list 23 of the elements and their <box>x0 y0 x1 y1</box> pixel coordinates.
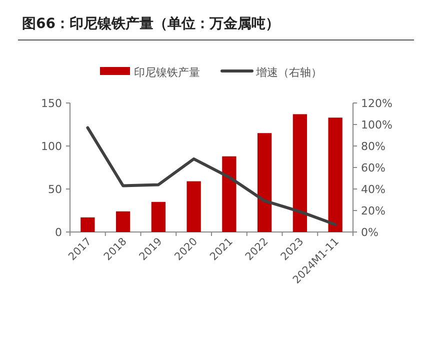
legend-label: 印尼镍铁产量 <box>134 66 200 79</box>
bar <box>328 118 342 232</box>
y-tick-label: 100 <box>41 140 62 153</box>
bar <box>222 156 236 232</box>
y-tick-label: 0 <box>55 226 62 239</box>
bar <box>257 133 272 232</box>
legend-label: 增速（右轴） <box>255 66 322 79</box>
bar <box>80 217 95 232</box>
chart-title: 图66：印尼镍铁产量（单位：万金属吨） <box>22 15 280 32</box>
bar <box>151 202 166 232</box>
y2-tick-label: 0% <box>361 226 378 239</box>
bar <box>116 211 130 232</box>
line-series <box>86 126 337 226</box>
bar <box>292 114 308 232</box>
y-tick-label: 150 <box>41 97 62 110</box>
y2-tick-label: 40% <box>361 183 386 196</box>
y2-tick-label: 100% <box>361 118 392 132</box>
y-tick-label: 50 <box>48 183 62 196</box>
bar <box>186 181 201 232</box>
y2-tick-label: 20% <box>361 204 386 218</box>
y2-tick-label: 80% <box>361 140 386 153</box>
y2-tick-label: 60% <box>361 162 386 174</box>
y2-tick-label: 120% <box>361 97 392 110</box>
